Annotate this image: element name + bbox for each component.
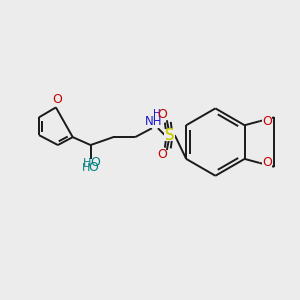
Bar <box>81 164 88 174</box>
Bar <box>158 110 166 119</box>
Text: O: O <box>262 156 272 170</box>
Text: NH: NH <box>145 115 163 128</box>
Bar <box>164 129 175 141</box>
Text: O: O <box>262 115 272 128</box>
Text: O: O <box>91 156 100 170</box>
Text: H: H <box>82 158 91 168</box>
Text: H: H <box>81 163 90 173</box>
Text: O: O <box>157 108 167 121</box>
Bar <box>165 130 175 141</box>
Bar <box>262 158 272 168</box>
Bar <box>158 151 166 161</box>
Bar <box>81 159 100 171</box>
Bar <box>262 116 272 126</box>
Text: O: O <box>157 148 167 161</box>
Text: O: O <box>88 161 98 174</box>
Bar <box>51 95 63 105</box>
Text: S: S <box>165 128 175 142</box>
Text: O: O <box>52 93 62 106</box>
Bar <box>89 163 98 173</box>
Bar <box>153 111 161 120</box>
Text: S: S <box>165 128 175 142</box>
Bar <box>147 117 161 128</box>
Text: H: H <box>153 109 161 119</box>
